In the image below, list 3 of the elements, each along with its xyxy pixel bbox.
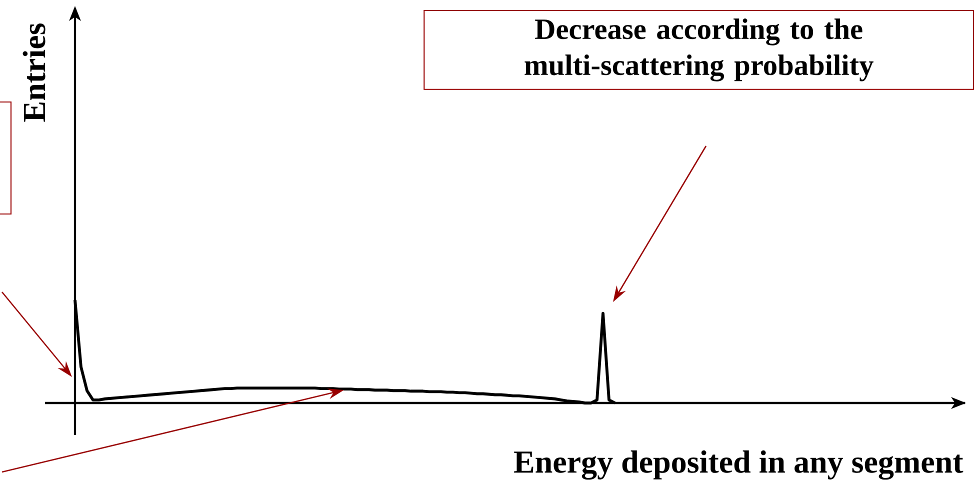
x-axis-title: Energy deposited in any segment [514,450,964,480]
text: Decrease according to the multi-scattering probability [524,18,874,82]
text: Entries [22,23,46,122]
